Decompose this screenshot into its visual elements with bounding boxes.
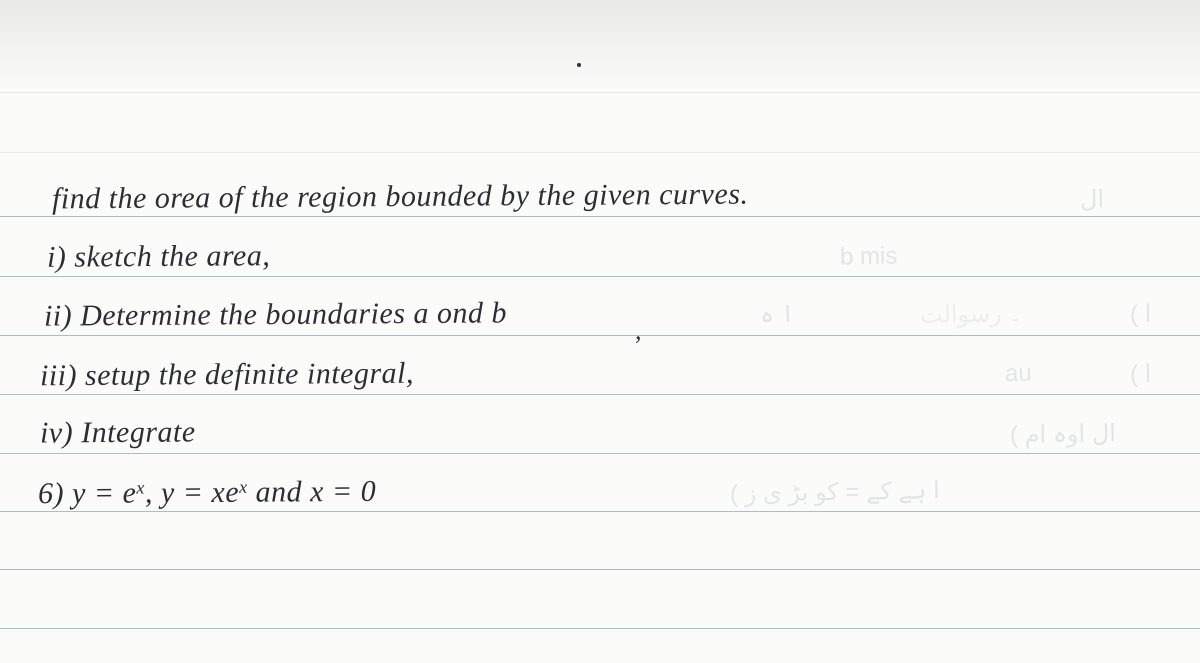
rule-6 <box>0 511 1200 512</box>
smudge-6: ۔ رسوالت <box>920 299 1023 330</box>
rule-faint-2 <box>0 152 1200 153</box>
smudge-3: ( ا <box>1130 360 1152 389</box>
page-top-shadow <box>0 0 1200 90</box>
text-line-6c: and x = 0 <box>247 475 376 509</box>
text-line-6a: 6) y = e <box>38 476 137 510</box>
smudge-8: ا ہ <box>760 300 795 330</box>
rule-7 <box>0 569 1200 570</box>
text-line-4: iii) setup the definite integral, <box>40 359 414 392</box>
sup-x-1: x <box>136 477 145 497</box>
smudge-2: ( ا <box>1130 300 1152 329</box>
smudge-9: b mis <box>840 243 898 272</box>
text-line-3b-comma: , <box>635 318 642 344</box>
smudge-5: ( ا ہے کے = کو بڑ ی ز <box>730 476 940 509</box>
sup-x-2: x <box>239 477 248 497</box>
rule-4 <box>0 394 1200 395</box>
smudge-7: au <box>1005 360 1032 388</box>
rule-3 <box>0 335 1200 336</box>
rule-faint-1 <box>0 92 1200 93</box>
text-line-6: 6) y = ex, y = xex and x = 0 <box>38 475 376 509</box>
text-line-3a: ii) Determine the boundaries a ond b <box>44 298 507 331</box>
text-line-6b: , y = xe <box>145 476 239 510</box>
rule-1 <box>0 216 1200 217</box>
smudge-1: ال <box>1080 185 1105 214</box>
stray-dot <box>577 63 581 67</box>
text-line-2: i) sketch the area, <box>47 241 271 273</box>
rule-8 <box>0 628 1200 629</box>
handwritten-page: find the orea of the region bounded by t… <box>0 0 1200 663</box>
text-line-1: find the orea of the region bounded by t… <box>52 180 749 215</box>
rule-2 <box>0 276 1200 277</box>
text-line-5: iv) Integrate <box>40 417 196 448</box>
rule-5 <box>0 453 1200 454</box>
smudge-4: ( ال اوہ ام <box>1010 419 1116 450</box>
